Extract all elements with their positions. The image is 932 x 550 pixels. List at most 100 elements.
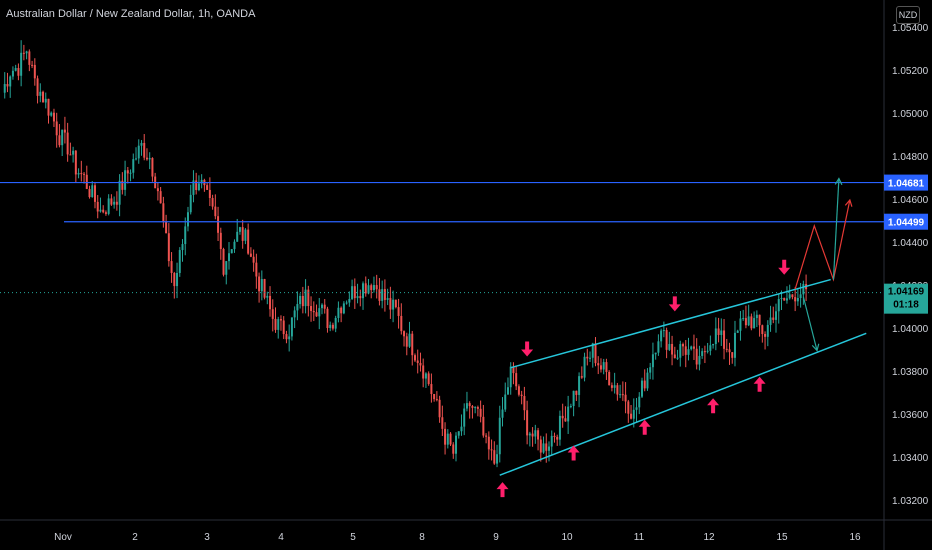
- projection-arrowhead: [834, 177, 843, 186]
- candle-body: [764, 334, 767, 337]
- candle-body: [610, 385, 613, 388]
- candle-body: [91, 185, 94, 198]
- candle-body: [383, 289, 386, 300]
- y-tick-label: 1.05000: [892, 109, 929, 120]
- candle-body: [378, 289, 381, 301]
- candle-body: [750, 316, 753, 329]
- candle-body: [775, 311, 778, 320]
- candle-body: [375, 285, 378, 290]
- candle-body: [567, 406, 570, 422]
- candle-body: [233, 241, 236, 250]
- candle-body: [206, 185, 209, 190]
- candle-body: [413, 355, 416, 361]
- candle-body: [386, 298, 389, 300]
- candle-body: [589, 357, 592, 359]
- candle-body: [301, 295, 304, 307]
- y-tick-label: 1.04800: [892, 152, 929, 163]
- chart-title: Australian Dollar / New Zealand Dollar, …: [6, 8, 256, 20]
- candle-body: [564, 418, 567, 422]
- currency-badge[interactable]: NZD: [896, 6, 920, 24]
- candle-body: [217, 216, 220, 233]
- candle-body: [178, 250, 181, 273]
- projection-arrowhead: [811, 343, 820, 352]
- candle-body: [780, 297, 783, 300]
- candle-body: [200, 179, 203, 184]
- candle-body: [260, 279, 263, 292]
- candle-body: [444, 428, 447, 445]
- arrow-down-icon: [668, 296, 681, 312]
- candle-body: [594, 343, 597, 364]
- x-tick-label: 5: [350, 532, 356, 543]
- candle-body: [676, 357, 679, 359]
- candle-body: [348, 298, 351, 303]
- candle-body: [684, 346, 687, 355]
- candle-body: [269, 295, 272, 310]
- candle-body: [621, 394, 624, 396]
- arrow-up-icon: [567, 445, 580, 461]
- candle-body: [583, 356, 586, 378]
- y-tick-label: 1.04600: [892, 195, 929, 206]
- candle-body: [28, 51, 31, 65]
- candle-body: [422, 365, 425, 379]
- candle-body: [539, 439, 542, 453]
- candle-body: [192, 180, 195, 195]
- candle-body: [329, 324, 332, 329]
- candle-body: [88, 188, 91, 198]
- candle-body: [515, 373, 518, 387]
- x-tick-label: 8: [419, 532, 425, 543]
- candle-body: [165, 221, 168, 234]
- candle-body: [591, 343, 594, 358]
- candle-body: [11, 70, 14, 77]
- candle-body: [236, 231, 239, 242]
- candle-body: [162, 203, 165, 222]
- x-tick-label: 16: [849, 532, 861, 543]
- candle-body: [121, 180, 124, 190]
- candle-body: [783, 297, 786, 301]
- candle-body: [151, 158, 154, 177]
- candle-body: [717, 328, 720, 335]
- candle-body: [482, 416, 485, 436]
- candle-body: [247, 229, 250, 254]
- arrow-down-icon: [521, 341, 534, 357]
- candle-body: [493, 450, 496, 464]
- candle-body: [742, 318, 745, 320]
- candle-body: [509, 366, 512, 388]
- candle-body: [189, 194, 192, 213]
- candle-body: [118, 180, 121, 205]
- x-tick-label: 15: [776, 532, 788, 543]
- candle-body: [285, 334, 288, 340]
- arrow-up-icon: [753, 376, 766, 392]
- candle-body: [460, 426, 463, 432]
- candle-body: [690, 346, 693, 350]
- channel-trendline: [510, 278, 831, 369]
- candle-body: [416, 360, 419, 363]
- candle-body: [22, 52, 25, 54]
- y-tick-label: 1.04400: [892, 238, 929, 249]
- projection-path: [794, 199, 851, 290]
- candle-body: [135, 158, 138, 160]
- candle-body: [534, 430, 537, 437]
- candle-body: [61, 129, 64, 146]
- candle-body: [44, 98, 47, 103]
- candle-body: [274, 318, 277, 330]
- candle-body: [638, 396, 641, 408]
- candle-body: [548, 446, 550, 451]
- candle-body: [558, 415, 561, 440]
- candle-body: [777, 299, 780, 312]
- candle-body: [569, 406, 572, 408]
- candle-body: [3, 84, 6, 93]
- candle-body: [9, 76, 12, 87]
- candle-body: [110, 198, 113, 205]
- candle-body: [602, 362, 605, 370]
- candle-body: [140, 142, 143, 146]
- candle-body: [331, 324, 334, 329]
- candle-body: [739, 318, 742, 331]
- candle-body: [624, 394, 627, 402]
- candle-body: [315, 312, 318, 317]
- candle-body: [337, 307, 340, 318]
- candle-body: [58, 135, 61, 146]
- candle-body: [501, 409, 504, 418]
- candle-body: [372, 285, 375, 291]
- candle-body: [725, 348, 728, 350]
